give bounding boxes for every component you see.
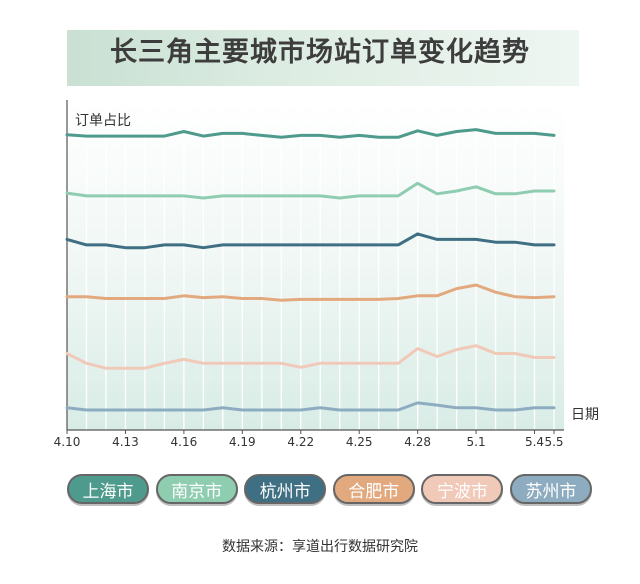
data-source: 数据来源：享道出行数据研究院	[222, 539, 418, 555]
x-tick-label: 4.10	[54, 435, 81, 449]
legend-item-suzhou[interactable]: 苏州市	[509, 474, 592, 504]
legend-item-hangzhou[interactable]: 杭州市	[244, 474, 327, 504]
x-tick-label: 4.25	[346, 435, 373, 449]
x-tick-label: 5.5	[544, 435, 563, 449]
series-line-2	[65, 232, 556, 250]
series-line-3	[65, 283, 556, 302]
x-tick-label: 4.16	[171, 435, 198, 449]
series-line-1	[65, 181, 556, 200]
title-band	[67, 30, 579, 86]
chart-area: 4.10 4.13 4.16 4.19 4.22 4.25 4.28 5.1 5.4 5.5	[54, 100, 564, 449]
series-line-5	[65, 401, 556, 412]
chart-title: 长三角主要城市场站订单变化趋势	[110, 37, 530, 68]
x-tick-label: 5.1	[467, 435, 486, 449]
plot-background	[67, 100, 564, 430]
x-axis-label: 日期	[571, 407, 599, 423]
x-tick-label: 4.13	[112, 435, 139, 449]
series-line-4	[65, 344, 556, 370]
gridlines	[85, 100, 555, 430]
legend-item-hefei[interactable]: 合肥市	[332, 474, 415, 504]
x-tick-labels: 4.10 4.13 4.16 4.19 4.22 4.25 4.28 5.1 5.4 5.5	[54, 430, 564, 449]
x-tick-label: 5.4	[525, 435, 544, 449]
series-layer	[65, 128, 556, 412]
legend: 上海市 南京市 杭州市 合肥市 宁波市 苏州市	[67, 474, 592, 510]
y-axis-label: 订单占比	[75, 113, 131, 129]
legend-item-ningbo[interactable]: 宁波市	[421, 474, 504, 504]
x-tick-label: 4.28	[404, 435, 431, 449]
series-line-0	[65, 128, 556, 139]
legend-item-shanghai[interactable]: 上海市	[67, 474, 149, 504]
legend-item-nanjing[interactable]: 南京市	[155, 474, 238, 504]
x-tick-label: 4.22	[287, 435, 314, 449]
x-tick-label: 4.19	[229, 435, 256, 449]
